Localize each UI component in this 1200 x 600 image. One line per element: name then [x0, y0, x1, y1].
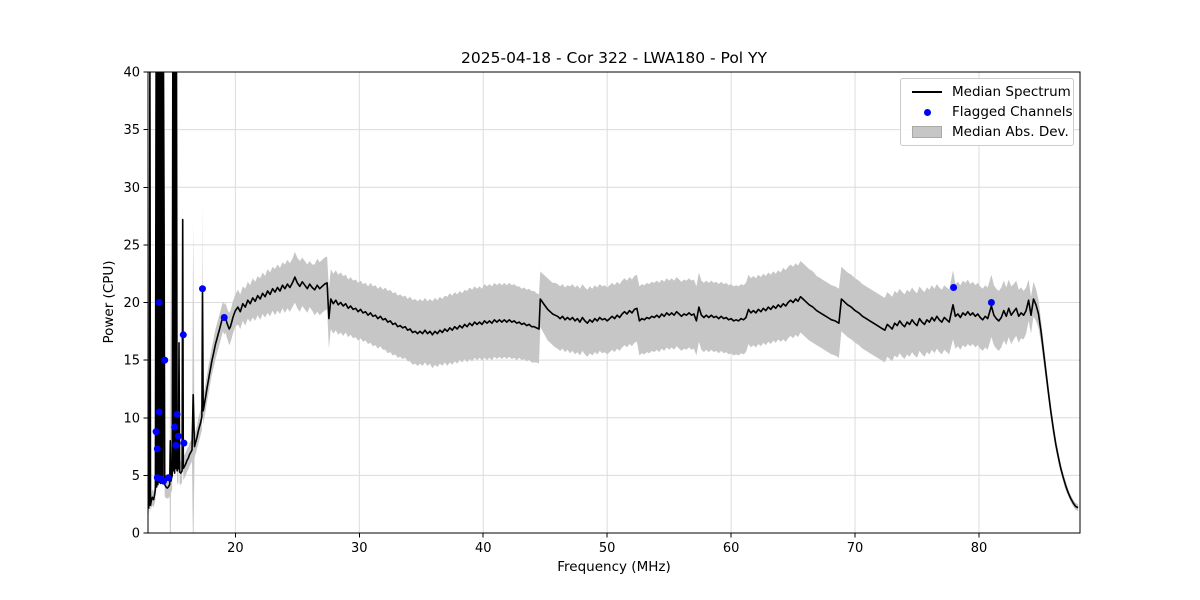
legend-label: Median Abs. Dev. [952, 124, 1069, 140]
flagged-channel-dot [155, 299, 163, 306]
x-tick-label: 40 [475, 541, 492, 556]
flagged-channel-dot [153, 445, 161, 453]
y-tick-label: 35 [123, 123, 140, 138]
y-tick-label: 10 [123, 411, 140, 426]
x-axis-label: Frequency (MHz) [557, 559, 671, 575]
legend-item-mad-band: Median Abs. Dev. [910, 122, 1069, 142]
x-tick-label: 70 [847, 541, 864, 556]
tick-marks [143, 71, 980, 538]
mad-band-patch-icon [912, 126, 942, 138]
median-spectrum-line [148, 72, 1079, 509]
x-tick-label: 30 [351, 541, 368, 556]
y-tick-label: 20 [123, 296, 140, 311]
median-spectrum-line-icon [912, 91, 942, 93]
legend-item-median-spectrum: Median Spectrum [910, 82, 1071, 102]
y-tick-label: 15 [123, 354, 140, 369]
flagged-channel-dot [180, 439, 188, 447]
legend-label: Median Spectrum [952, 84, 1071, 100]
x-tick-label: 60 [723, 541, 740, 556]
mad-band [148, 72, 1079, 533]
legend-patch-swatch-box [910, 126, 944, 138]
x-tick-label: 80 [971, 541, 988, 556]
flagged-channel-dot [161, 356, 169, 364]
legend-label: Flagged Channels [952, 104, 1073, 120]
legend-line-swatch-box [910, 91, 944, 93]
flagged-channel-dot [950, 284, 958, 291]
flagged-channel-dot [164, 474, 172, 482]
tick-labels: 20 30 40 50 60 70 80 0 5 10 15 20 25 30 35 40 [123, 66, 987, 557]
legend-item-flagged-channels: Flagged Channels [910, 102, 1073, 122]
x-tick-label: 50 [599, 541, 616, 556]
legend-dot-swatch-box [910, 108, 944, 116]
y-tick-label: 40 [123, 66, 140, 81]
flagged-channel-dot [174, 432, 182, 440]
flagged-channel-dot [220, 314, 228, 321]
flagged-channel-dot-icon [923, 108, 931, 116]
flagged-channel-dot [171, 423, 179, 431]
x-tick-label: 20 [227, 541, 244, 556]
flagged-channel-dot [173, 410, 181, 418]
flagged-channel-dot [199, 285, 206, 293]
flagged-channel-dot [987, 299, 995, 306]
flagged-channel-dot [172, 441, 180, 449]
flagged-channel-dot [155, 408, 163, 416]
y-tick-label: 0 [132, 527, 140, 542]
flagged-channel-dot [160, 477, 167, 485]
flagged-channel-dot [179, 331, 187, 339]
flagged-channels [152, 284, 995, 485]
y-tick-label: 5 [132, 469, 140, 484]
flagged-channel-dot [152, 428, 160, 436]
legend: Median Spectrum Flagged Channels Median … [900, 78, 1074, 146]
y-tick-label: 25 [123, 238, 140, 253]
chart-title: 2025-04-18 - Cor 322 - LWA180 - Pol YY [461, 49, 767, 67]
y-tick-label: 30 [123, 181, 140, 196]
